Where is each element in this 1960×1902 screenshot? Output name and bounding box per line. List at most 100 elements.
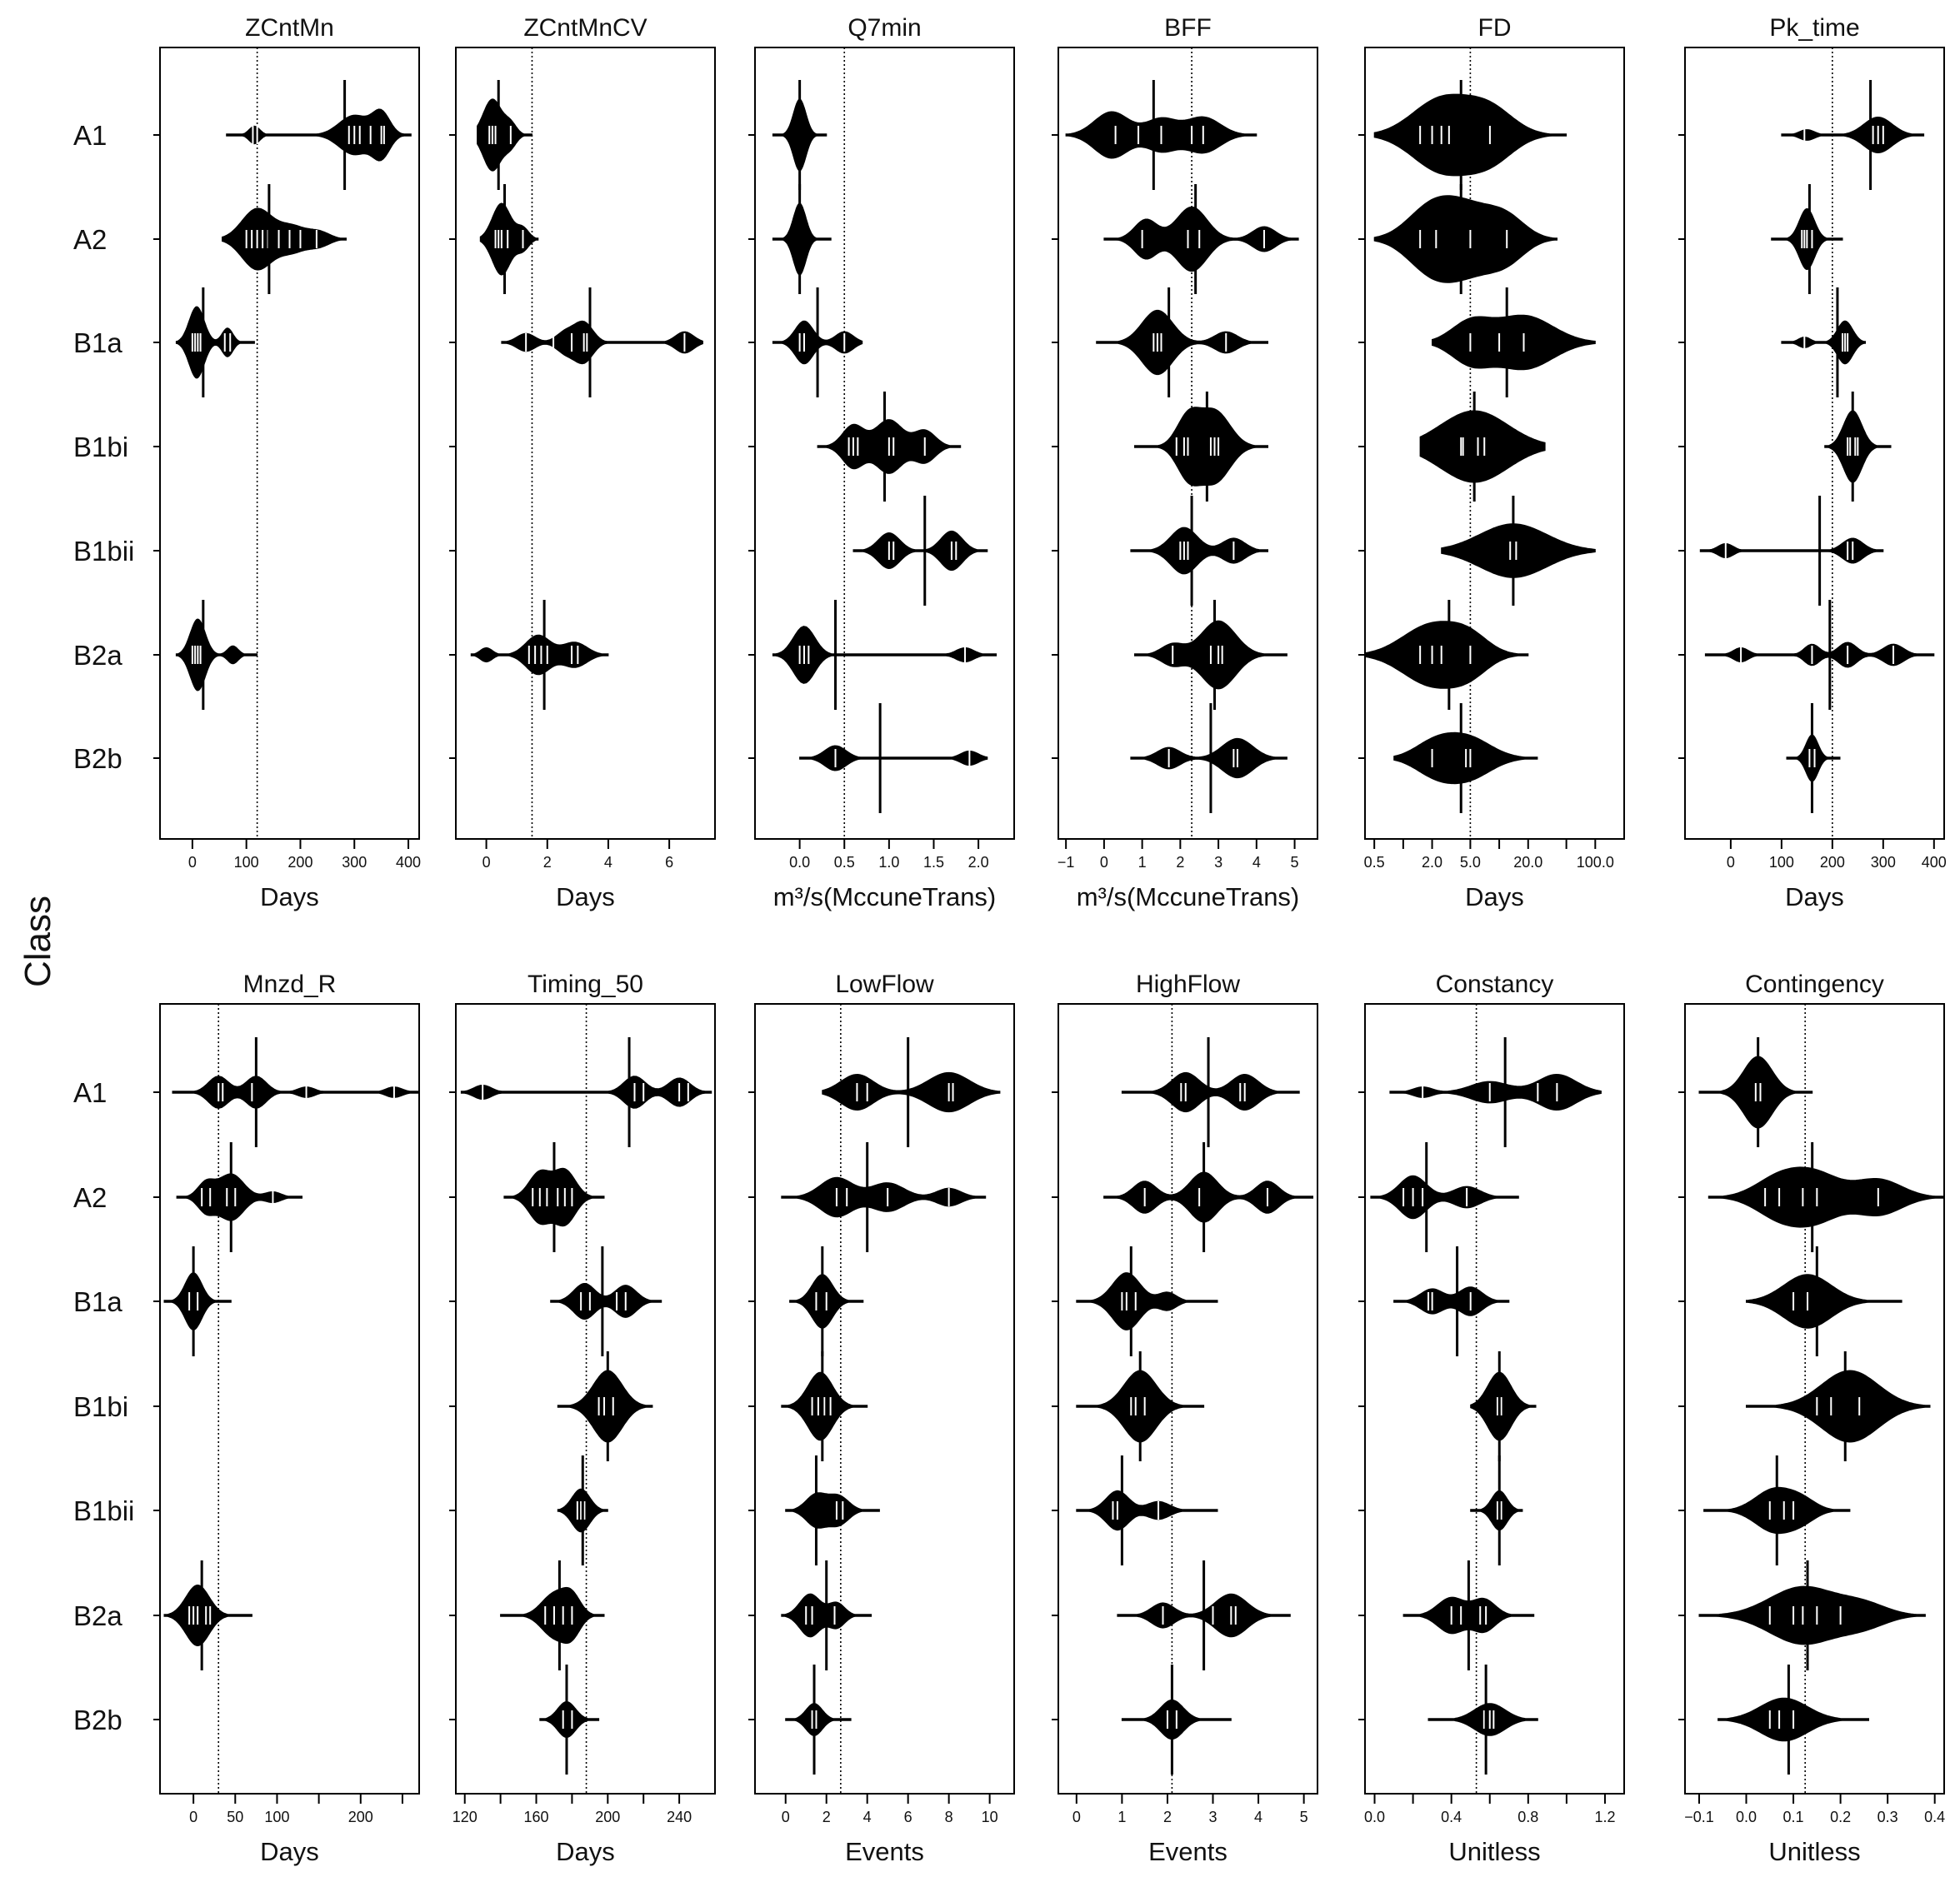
bean-a1 bbox=[1698, 1037, 1813, 1147]
bean-b2a bbox=[1704, 600, 1935, 710]
bean-density-shape bbox=[470, 634, 609, 676]
bean-b1a bbox=[1393, 1246, 1510, 1356]
bean-a1 bbox=[477, 80, 532, 190]
bean-density-shape bbox=[1470, 1371, 1537, 1441]
bean-density-shape bbox=[1781, 116, 1925, 154]
bean-b2a bbox=[1134, 600, 1288, 710]
bean-b2b bbox=[1130, 703, 1288, 813]
bean-b2b bbox=[799, 703, 988, 813]
bean-b2a bbox=[781, 1560, 872, 1670]
panel-title: Timing_50 bbox=[528, 971, 643, 998]
bean-b2b bbox=[1428, 1665, 1538, 1775]
bean-a2 bbox=[1771, 184, 1843, 294]
panel-title: Constancy bbox=[1436, 971, 1554, 998]
panel-frame bbox=[1058, 47, 1318, 840]
x-axis-label: Days bbox=[556, 1837, 615, 1866]
bean-b2a bbox=[1364, 600, 1529, 710]
y-axis-label: Class bbox=[18, 896, 58, 987]
bean-density-shape bbox=[222, 207, 347, 271]
x-tick-label: −1 bbox=[1058, 854, 1075, 871]
bean-b2b bbox=[1786, 703, 1841, 813]
panel-frame bbox=[754, 47, 1015, 840]
bean-density-shape bbox=[1103, 206, 1299, 272]
x-tick-label: 200 bbox=[348, 1809, 373, 1825]
bean-density-shape bbox=[1704, 641, 1935, 668]
bean-b1bii bbox=[1130, 496, 1268, 606]
bean-b2a bbox=[470, 600, 609, 710]
x-tick-label: 8 bbox=[945, 1809, 953, 1825]
class-label-b2b: B2b bbox=[73, 743, 122, 774]
class-label-b2b: B2b bbox=[73, 1705, 122, 1735]
panel-frame bbox=[159, 47, 420, 840]
bean-density-shape bbox=[1419, 410, 1546, 483]
x-tick-label: 1 bbox=[1118, 1809, 1126, 1825]
panel-frame bbox=[1364, 1003, 1625, 1795]
bean-a1 bbox=[822, 1037, 1001, 1147]
bean-b2a bbox=[163, 1560, 252, 1670]
x-tick-label: 0 bbox=[189, 1809, 198, 1825]
bean-b1a bbox=[175, 287, 255, 397]
x-tick-label: 2 bbox=[543, 854, 552, 871]
class-label-b1a: B1a bbox=[73, 1286, 122, 1317]
panel-frame bbox=[1684, 1003, 1945, 1795]
x-tick-label: 400 bbox=[396, 854, 421, 871]
bean-density-shape bbox=[175, 306, 255, 379]
panel-timing-50: Timing_50 120 160 200 240 Days bbox=[449, 971, 716, 1866]
x-axis-label: Days bbox=[260, 882, 319, 911]
x-axis-label: Days bbox=[1465, 882, 1524, 911]
bean-density-shape bbox=[176, 1173, 302, 1221]
bean-density-shape bbox=[1708, 1166, 1945, 1228]
bean-density-shape bbox=[1746, 1274, 1902, 1329]
panel-title: ZCntMnCV bbox=[523, 14, 647, 42]
bean-density-shape bbox=[1428, 1703, 1538, 1736]
bean-a1 bbox=[172, 1037, 420, 1147]
panel-q7min: Q7min 0.0 0.5 1.0 1.5 2.0 m³/s(MccuneTrans) bbox=[748, 14, 1015, 911]
panel-lowflow: LowFlow 0 2 4 6 8 10 Events bbox=[748, 971, 1015, 1866]
bean-density-shape bbox=[852, 530, 988, 572]
x-tick-label: 2.0 bbox=[968, 854, 989, 871]
x-tick-label: 0 bbox=[782, 1809, 790, 1825]
x-tick-label: 0.0 bbox=[1364, 1809, 1385, 1825]
x-tick-label: 0.5 bbox=[834, 854, 855, 871]
x-tick-label: 240 bbox=[667, 1809, 692, 1825]
panel-bff: BFF −1 0 1 2 3 4 5 m³/s(MccuneTrans) bbox=[1052, 14, 1318, 911]
bean-b1a bbox=[789, 1246, 864, 1356]
x-axis-label: m³/s(MccuneTrans) bbox=[1077, 882, 1300, 911]
bean-a1 bbox=[1065, 80, 1258, 190]
class-label-a1: A1 bbox=[73, 120, 107, 151]
x-tick-label: 100 bbox=[234, 854, 259, 871]
panel-title: Contingency bbox=[1745, 971, 1884, 998]
x-axis-label: Unitless bbox=[1768, 1837, 1860, 1866]
bean-density-shape bbox=[226, 108, 412, 162]
x-tick-label: 200 bbox=[288, 854, 312, 871]
bean-density-shape bbox=[1746, 1370, 1931, 1443]
bean-a2 bbox=[781, 1142, 987, 1252]
bean-density-shape bbox=[557, 1370, 653, 1443]
x-tick-label: 0 bbox=[482, 854, 491, 871]
bean-density-shape bbox=[1134, 407, 1268, 487]
bean-a2 bbox=[1103, 1142, 1313, 1252]
bean-b1bi bbox=[781, 1351, 868, 1461]
panel-highflow: HighFlow 0 1 2 3 4 5 Events bbox=[1052, 971, 1318, 1866]
x-tick-label: 0.1 bbox=[1783, 1809, 1804, 1825]
x-axis-label: Unitless bbox=[1448, 1837, 1540, 1866]
bean-density-shape bbox=[175, 618, 258, 691]
class-label-b1a: B1a bbox=[73, 327, 122, 358]
x-tick-label: 3 bbox=[1214, 854, 1222, 871]
panel-mnzd-r: Mnzd_R 0 50 100 200 Days A1 A2 B1a B1bi B1bii B2a B2… bbox=[73, 971, 420, 1866]
x-tick-label: 0.8 bbox=[1518, 1809, 1538, 1825]
bean-density-shape bbox=[772, 626, 998, 684]
bean-b1bii bbox=[785, 1455, 880, 1565]
panel-frame bbox=[455, 1003, 716, 1795]
panel-frame bbox=[1684, 47, 1945, 840]
bean-b2b bbox=[1393, 703, 1538, 813]
bean-a1 bbox=[226, 80, 412, 190]
bean-density-shape bbox=[772, 202, 832, 276]
x-tick-label: 2 bbox=[1176, 854, 1184, 871]
bean-b1a bbox=[1096, 287, 1268, 397]
bean-density-shape bbox=[1470, 1490, 1523, 1531]
bean-density-shape bbox=[1432, 314, 1596, 371]
panel-title: ZCntMn bbox=[245, 14, 334, 42]
x-tick-label: 0 bbox=[1100, 854, 1108, 871]
